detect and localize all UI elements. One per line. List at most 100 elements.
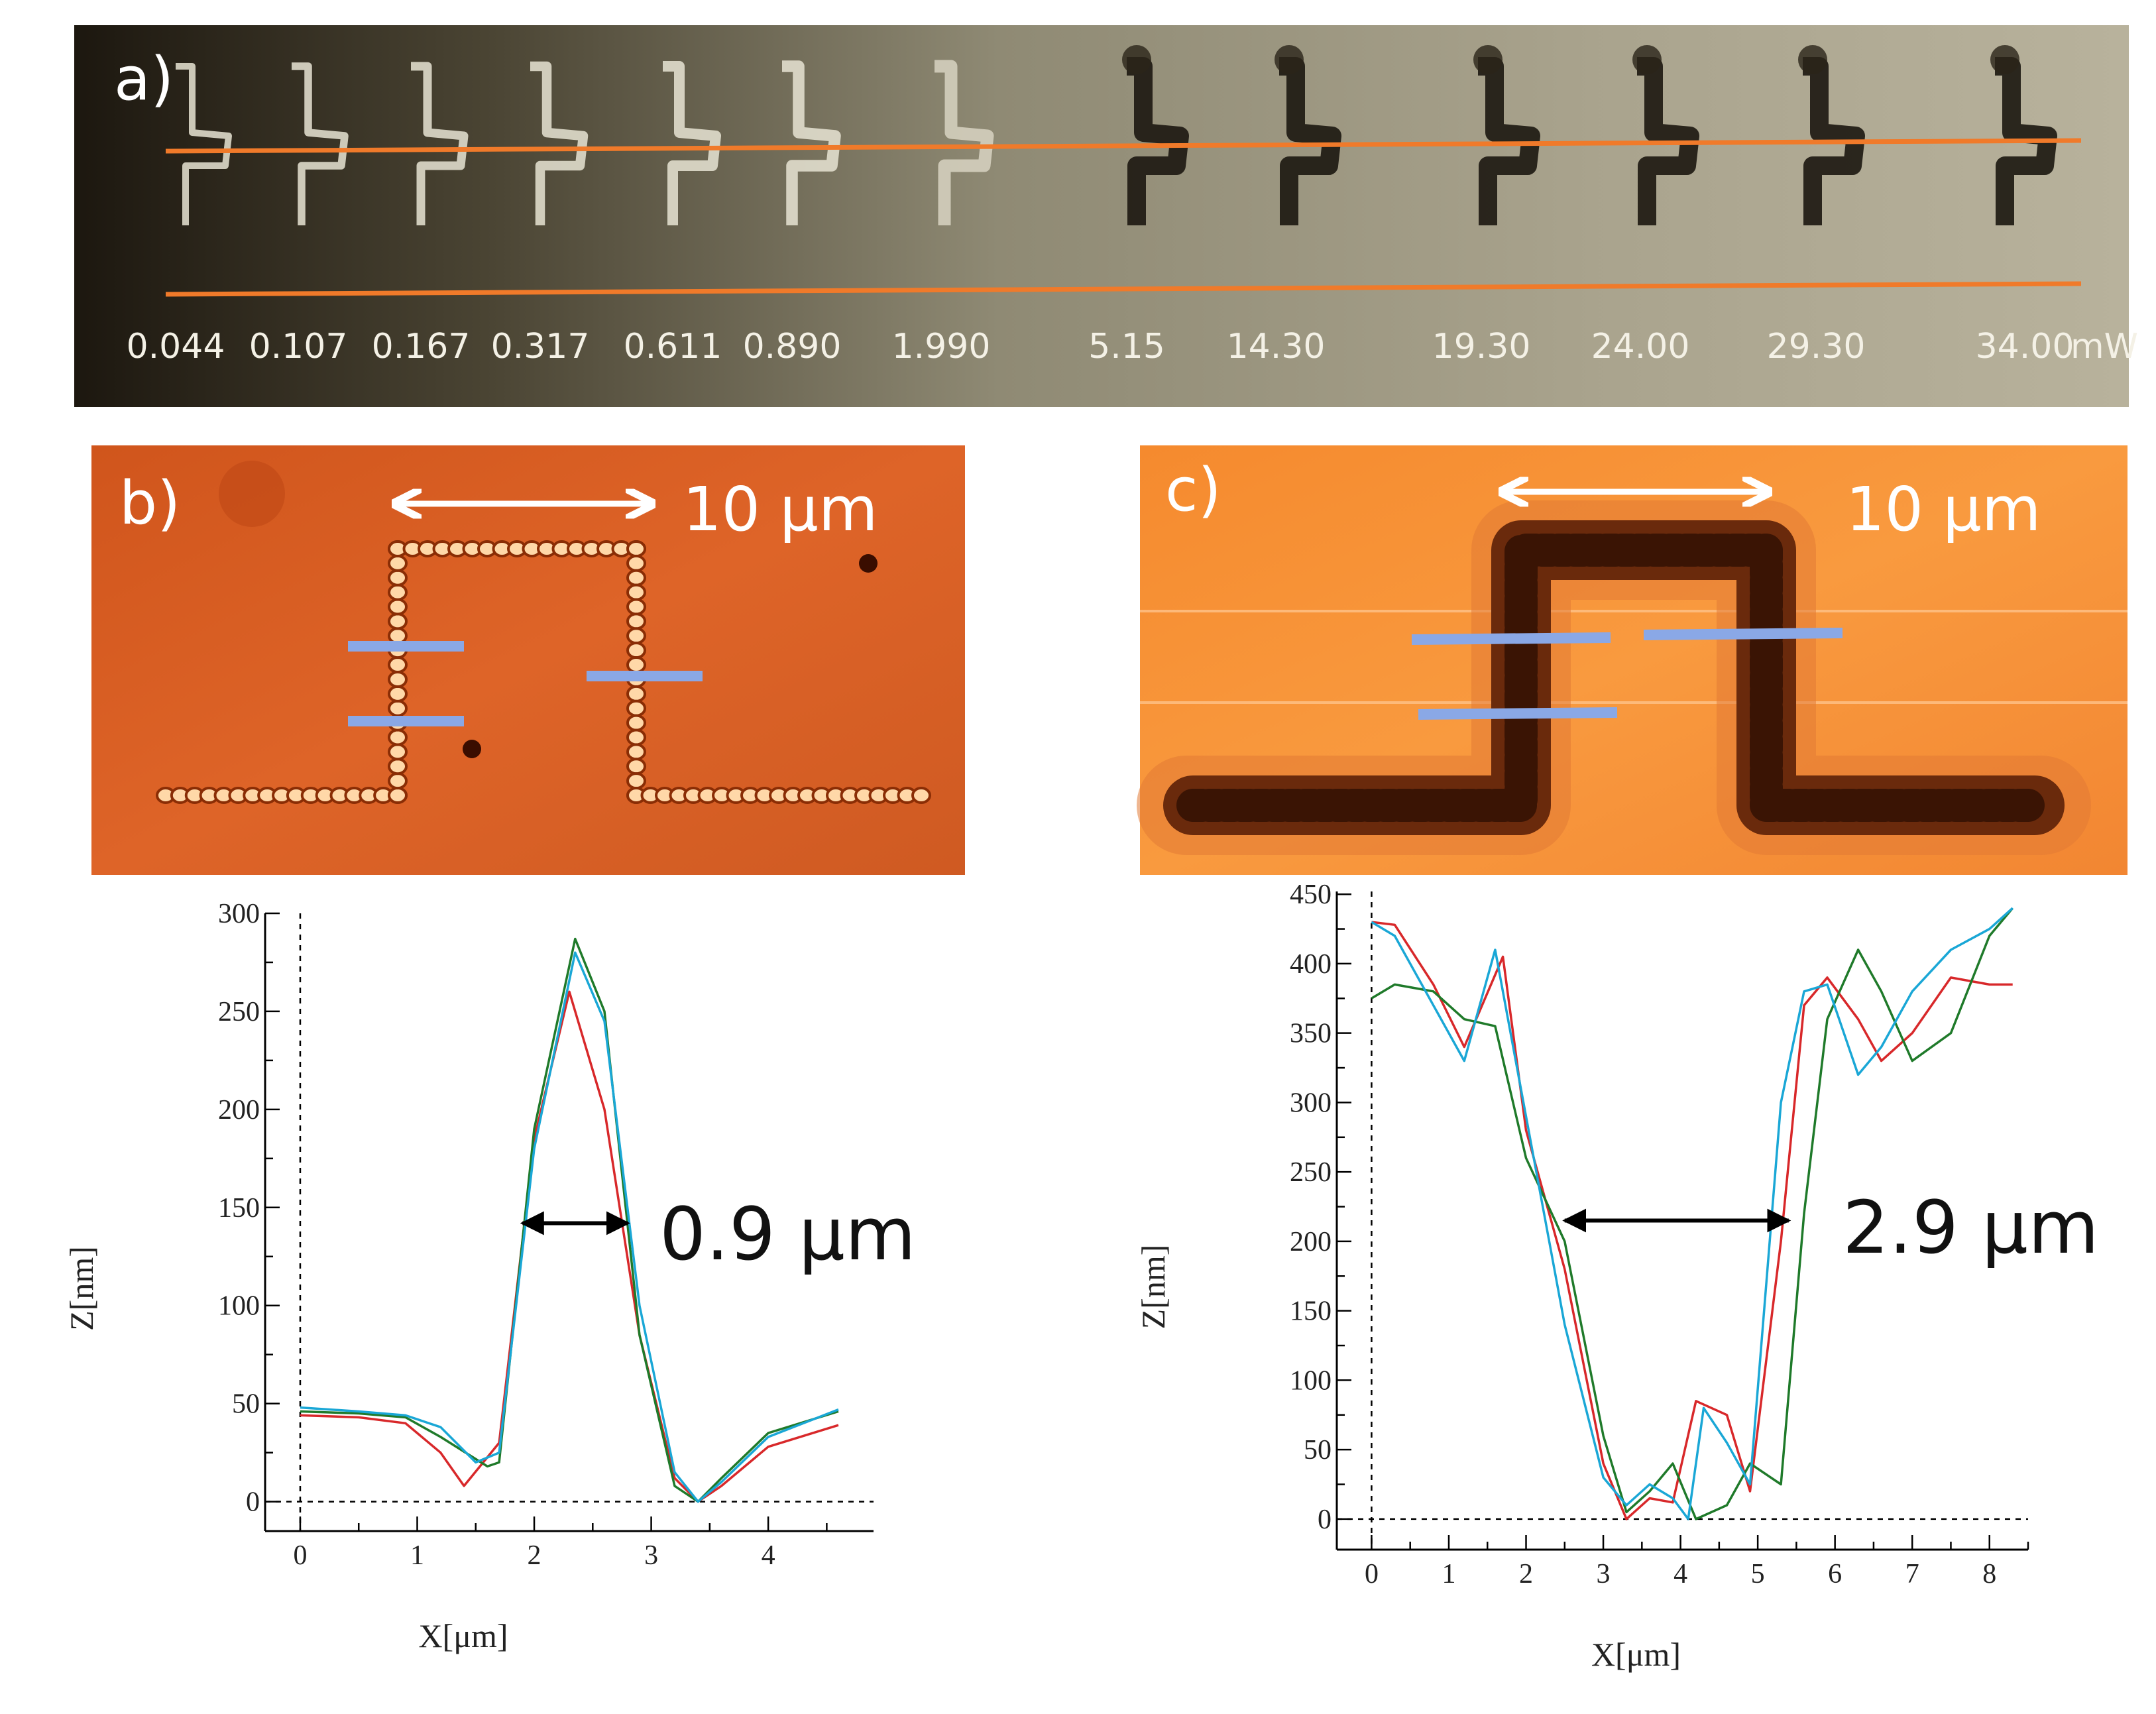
- series-line-green: [1371, 907, 2014, 1520]
- panel-c-marker-line: [1411, 632, 1611, 645]
- series-line-green: [300, 937, 839, 1503]
- y-tick-label: 250: [1290, 1157, 1332, 1188]
- voxel-dot: [388, 685, 408, 703]
- power-label: 0.611: [624, 327, 722, 367]
- x-tick-label: 3: [644, 1540, 658, 1571]
- y-tick-label: 50: [232, 1389, 260, 1420]
- x-tick-label: 4: [1674, 1559, 1687, 1589]
- y-tick-label: 0: [1318, 1505, 1332, 1535]
- written-structure: [935, 60, 994, 225]
- x-tick-label: 4: [762, 1540, 775, 1571]
- y-tick-label: 450: [1290, 880, 1332, 910]
- power-label: 5.15: [1088, 327, 1165, 367]
- y-tick-label: 200: [1290, 1227, 1332, 1257]
- voxel-dot: [388, 554, 408, 572]
- y-tick-label: 200: [218, 1095, 260, 1125]
- written-structure: [176, 63, 232, 225]
- x-tick-label: 1: [410, 1540, 424, 1571]
- power-label: 29.30: [1767, 327, 1866, 367]
- voxel-dot: [388, 656, 408, 674]
- x-tick-label: 6: [1828, 1559, 1842, 1589]
- panel-b-profile-plot: 0 50 100 150 200 250 300 0 1 2 3 4 X[μm] Z[nm] 0.9 μm: [63, 899, 916, 1654]
- x-axis-label: X[μm]: [418, 1617, 508, 1654]
- panel-a-guide-line-top: [165, 138, 2082, 154]
- voxel-dot: [388, 670, 408, 688]
- series-line-red: [1371, 921, 2013, 1520]
- voxel-dot: [388, 699, 408, 717]
- y-tick-label: 50: [1304, 1435, 1332, 1465]
- written-structure: [782, 60, 841, 225]
- x-axis-label: X[μm]: [1591, 1636, 1681, 1673]
- bubble-debris: [1632, 45, 1662, 74]
- y-tick-label: 250: [218, 997, 260, 1027]
- voxel-dot: [626, 540, 646, 557]
- voxel-dot: [626, 612, 646, 630]
- x-tick-label: 1: [1442, 1559, 1455, 1589]
- series-line-cyan: [1371, 907, 2014, 1520]
- panel-c-marker-line: [1418, 707, 1618, 720]
- panel-c: 10 μm c): [1137, 445, 2128, 875]
- x-tick-label: 2: [528, 1540, 541, 1571]
- voxel-dot: [626, 554, 646, 572]
- written-structure: [411, 62, 469, 225]
- voxel-dot: [388, 612, 408, 630]
- voxel-dot: [388, 743, 408, 761]
- voxel-dot: [626, 656, 646, 674]
- power-label: 34.00: [1976, 327, 2074, 367]
- series-line-cyan: [300, 951, 839, 1503]
- y-tick-label: 100: [218, 1291, 260, 1322]
- voxel-dot: [626, 743, 646, 761]
- power-label: 0.107: [249, 327, 348, 367]
- y-tick-label: 0: [246, 1487, 260, 1518]
- panel-b-defect: [859, 554, 878, 573]
- bubble-debris: [1798, 45, 1827, 74]
- bubble-debris: [1990, 45, 2019, 74]
- voxel-dot: [626, 583, 646, 601]
- x-tick-label: 8: [1982, 1559, 1996, 1589]
- x-tick-label: 0: [1365, 1559, 1379, 1589]
- voxel-dot: [626, 598, 646, 616]
- voxel-dot: [626, 685, 646, 703]
- bubble-debris: [1473, 45, 1503, 74]
- series-line-red: [300, 990, 839, 1503]
- power-label: 1.990: [892, 327, 991, 367]
- panel-a-label: a): [114, 44, 174, 114]
- panel-b: 10 μm b): [91, 445, 965, 875]
- voxel-dot: [626, 714, 646, 732]
- y-tick-label: 350: [1290, 1019, 1332, 1049]
- y-tick-label: 150: [1290, 1296, 1332, 1327]
- power-label: 0.167: [372, 327, 471, 367]
- panel-c-label: c): [1165, 455, 1221, 525]
- written-structure: [530, 61, 589, 225]
- panel-a-power-labels: 0.044 0.107 0.167 0.317 0.611 0.890 1.990 5.15 1…: [127, 327, 2138, 367]
- voxel-dot: [388, 728, 408, 746]
- panel-b-voxel-line: [156, 540, 931, 804]
- power-label: 24.00: [1591, 327, 1690, 367]
- voxel-dot: [388, 598, 408, 616]
- power-label: 14.30: [1227, 327, 1326, 367]
- panel-c-marker-line: [1643, 628, 1843, 640]
- voxel-dot: [388, 627, 408, 645]
- y-axis-label: Z[nm]: [63, 1246, 100, 1331]
- y-tick-label: 300: [1290, 1088, 1332, 1118]
- voxel-dot: [388, 787, 408, 804]
- voxel-dot: [626, 758, 646, 775]
- y-tick-label: 100: [1290, 1365, 1332, 1396]
- written-structure: [292, 62, 349, 225]
- width-annotation: 2.9 μm: [1843, 1185, 2099, 1270]
- bubble-debris: [1122, 45, 1151, 74]
- panel-c-profile-plot: 0 50 100 150 200 250 300 350 400 450 0 1 2 3 4 5 6 7 8 X[μm…: [1135, 880, 2099, 1673]
- bubble-debris: [1275, 45, 1304, 74]
- panel-b-label: b): [119, 469, 180, 538]
- voxel-dot: [626, 569, 646, 587]
- x-tick-label: 3: [1597, 1559, 1611, 1589]
- power-label: 0.044: [127, 327, 225, 367]
- width-annotation: 0.9 μm: [659, 1192, 916, 1277]
- voxel-dot: [388, 772, 408, 790]
- y-tick-label: 150: [218, 1193, 260, 1224]
- voxel-dot: [388, 569, 408, 587]
- panel-b-defect: [463, 740, 481, 758]
- x-tick-label: 0: [293, 1540, 307, 1571]
- panel-a-written-structures: [176, 45, 2057, 225]
